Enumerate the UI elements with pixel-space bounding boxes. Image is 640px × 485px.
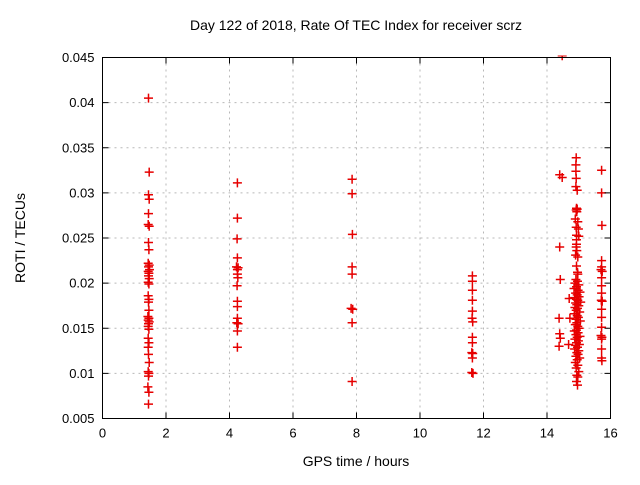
plot-border bbox=[102, 57, 611, 419]
gridlines bbox=[102, 57, 611, 419]
svg-text:0.02: 0.02 bbox=[69, 276, 94, 291]
svg-text:14: 14 bbox=[540, 426, 554, 441]
svg-text:0.03: 0.03 bbox=[69, 185, 94, 200]
svg-text:0.045: 0.045 bbox=[62, 50, 95, 65]
svg-text:0.005: 0.005 bbox=[62, 411, 95, 426]
svg-text:10: 10 bbox=[413, 426, 427, 441]
svg-text:8: 8 bbox=[353, 426, 360, 441]
svg-text:0.035: 0.035 bbox=[62, 140, 95, 155]
svg-text:6: 6 bbox=[289, 426, 296, 441]
y-axis-label: ROTI / TECUs bbox=[12, 193, 28, 283]
svg-text:0.015: 0.015 bbox=[62, 321, 95, 336]
svg-text:0: 0 bbox=[99, 426, 106, 441]
chart-title: Day 122 of 2018, Rate Of TEC Index for r… bbox=[190, 17, 522, 33]
svg-text:0.025: 0.025 bbox=[62, 231, 95, 246]
svg-text:0.01: 0.01 bbox=[69, 366, 94, 381]
svg-text:4: 4 bbox=[226, 426, 233, 441]
svg-text:16: 16 bbox=[603, 426, 617, 441]
svg-text:2: 2 bbox=[162, 426, 169, 441]
svg-text:12: 12 bbox=[476, 426, 490, 441]
tick-labels: 0 2 4 6 8 10 12 14 16 0.005 0.01 0.015 0.02 0.025 0.03… bbox=[62, 50, 618, 441]
svg-text:0.04: 0.04 bbox=[69, 95, 94, 110]
data-points bbox=[143, 55, 607, 409]
x-axis-label: GPS time / hours bbox=[303, 453, 410, 469]
